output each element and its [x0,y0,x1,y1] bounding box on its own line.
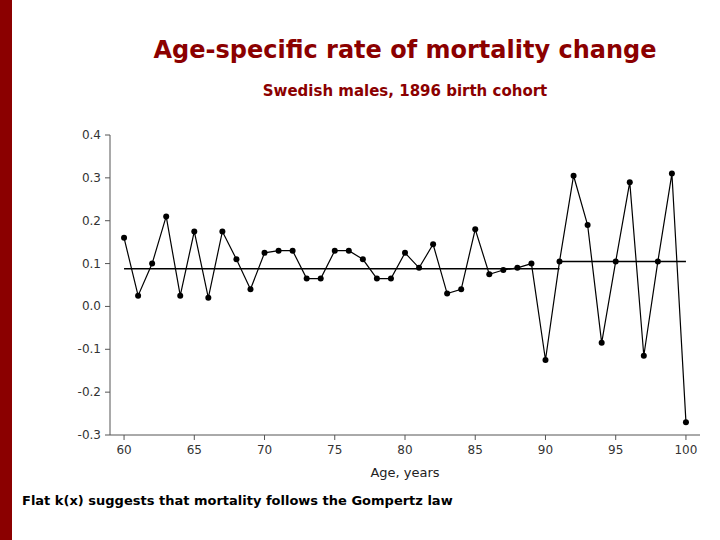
y-tick [105,177,110,178]
x-tick [334,435,335,440]
point [458,286,464,292]
point [262,250,268,256]
reference-line [560,261,686,263]
point [571,173,577,179]
y-tick-label: 0.1 [82,257,101,271]
y-tick [105,135,110,136]
y-tick [105,220,110,221]
point [346,248,352,254]
y-tick [105,435,110,436]
chart: Age-specific rate of mortality change Swe… [0,0,720,540]
x-axis-label: Age, years [370,465,439,480]
x-tick-label: 80 [397,443,412,457]
x-tick-label: 100 [674,443,697,457]
x-tick [194,435,195,440]
y-tick [105,392,110,393]
point [627,179,633,185]
point [641,353,647,359]
point [388,276,394,282]
point [177,293,183,299]
reference-line [124,268,559,270]
line [124,174,686,423]
y-tick-label: -0.2 [78,385,101,399]
point [304,276,310,282]
point [542,357,548,363]
point [374,276,380,282]
y-tick-label: 0.2 [82,214,101,228]
axes: 60 65 70 75 80 85 90 95 100 -0.3 -0.2 -0.1 0.0 0.1 0.2… [78,128,700,457]
point [205,295,211,301]
point [149,261,155,267]
point [360,256,366,262]
point [557,258,563,264]
y-tick [105,349,110,350]
point [613,258,619,264]
point [247,286,253,292]
point [219,228,225,234]
point [430,241,436,247]
point [416,265,422,271]
point [135,293,141,299]
y-tick [105,306,110,307]
y-tick [105,263,110,264]
y-tick-label: 0.0 [82,299,101,313]
point [121,235,127,241]
point [655,258,661,264]
point [683,419,689,425]
x-tick [685,435,686,440]
point [332,248,338,254]
x-tick [475,435,476,440]
point [402,250,408,256]
point [486,271,492,277]
x-tick [615,435,616,440]
point [163,213,169,219]
x-tick [124,435,125,440]
point [233,256,239,262]
subtitle: Swedish males, 1896 birth cohort [263,82,548,100]
point [444,291,450,297]
x-tick-label: 75 [327,443,342,457]
point [276,248,282,254]
y-tick-label: -0.3 [78,428,101,442]
x-tick-label: 60 [116,443,131,457]
plot-area [121,171,689,426]
x-tick [264,435,265,440]
x-tick-label: 95 [608,443,623,457]
point [472,226,478,232]
point [669,171,675,177]
y-tick-label: -0.1 [78,342,101,356]
point [290,248,296,254]
point [599,340,605,346]
x-tick [545,435,546,440]
title: Age-specific rate of mortality change [154,36,657,64]
footer: Flat k(x) suggests that mortality follow… [22,493,453,508]
x-tick [405,435,406,440]
point [191,228,197,234]
point [528,261,534,267]
x-tick-label: 85 [468,443,483,457]
point [500,267,506,273]
point [318,276,324,282]
x-tick-label: 90 [538,443,553,457]
x-tick-label: 65 [187,443,202,457]
y-tick-label: 0.4 [82,128,101,142]
accent-bar [0,0,12,540]
y-axis-line [110,135,111,435]
point [514,265,520,271]
x-tick-label: 70 [257,443,272,457]
point [585,222,591,228]
y-tick-label: 0.3 [82,171,101,185]
